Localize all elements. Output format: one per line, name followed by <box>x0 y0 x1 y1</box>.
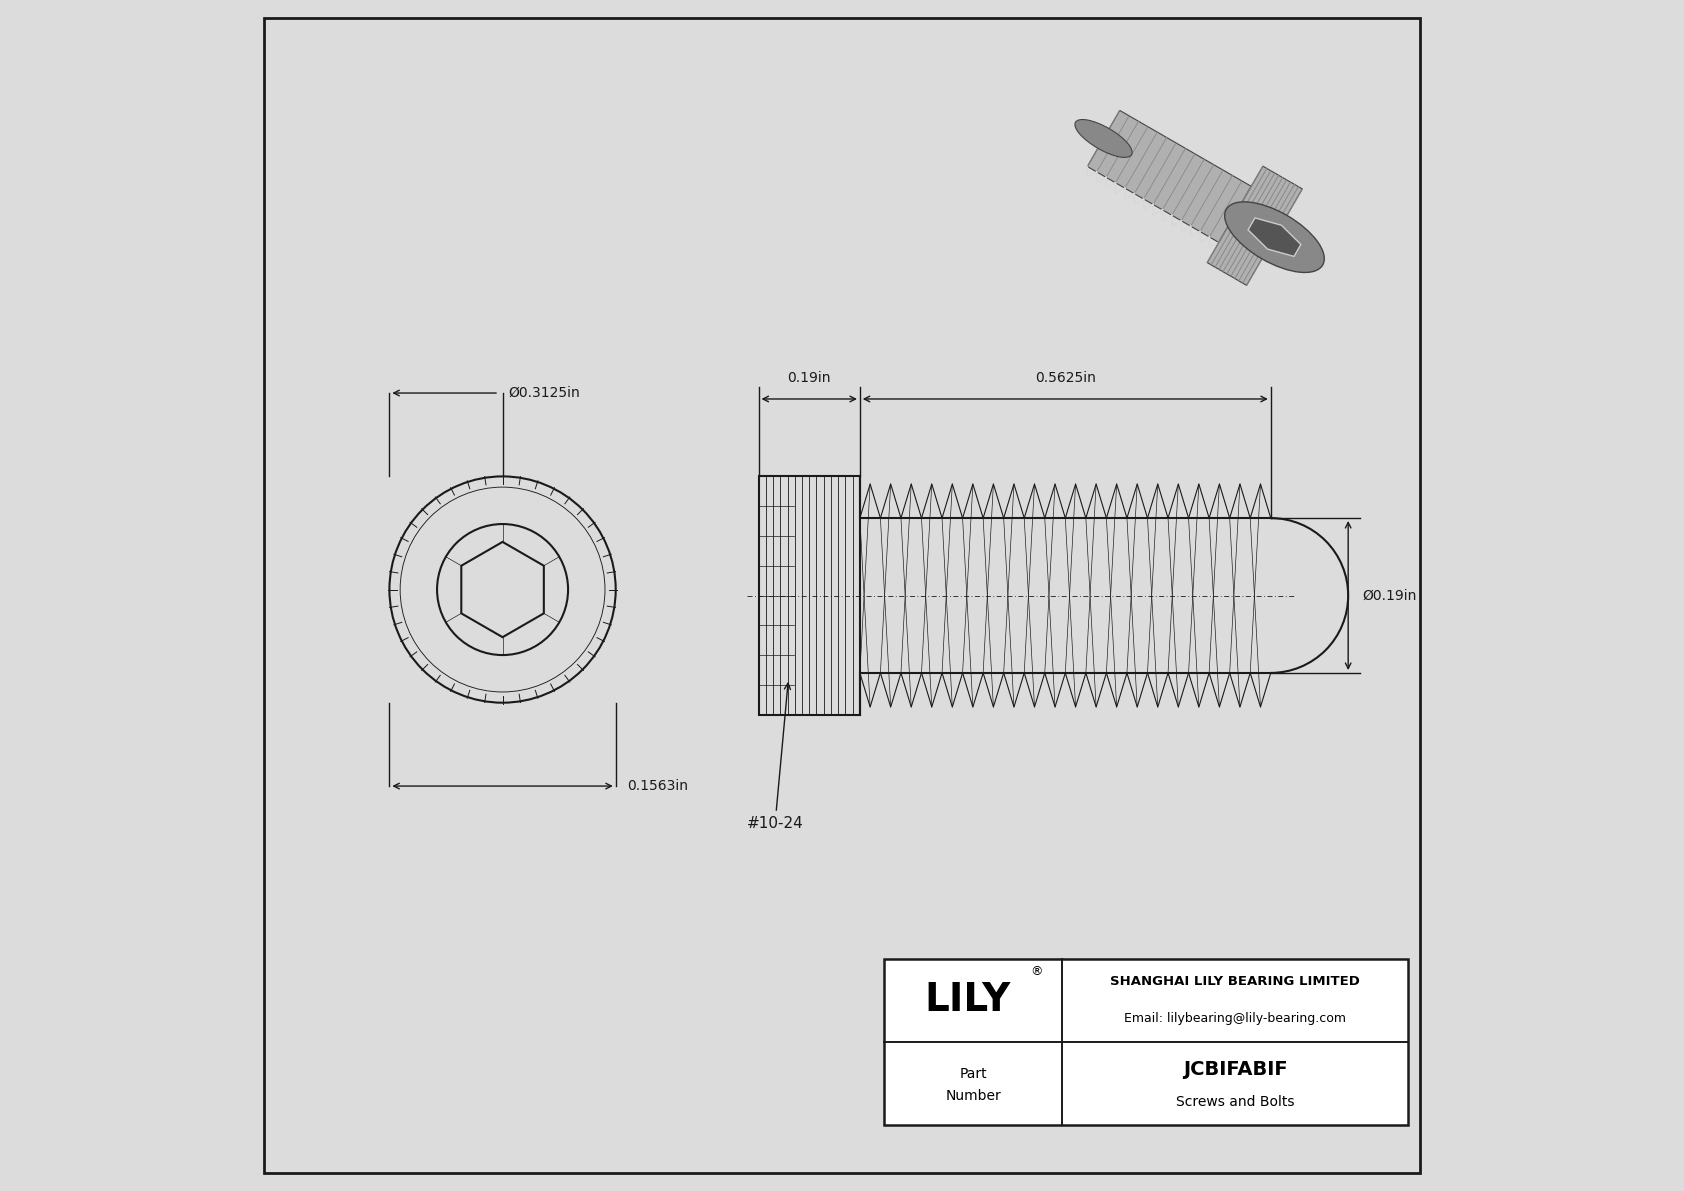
Text: #10-24: #10-24 <box>746 684 803 831</box>
Text: 0.5625in: 0.5625in <box>1036 370 1096 385</box>
Ellipse shape <box>1224 201 1324 273</box>
Text: LILY: LILY <box>925 981 1010 1019</box>
Polygon shape <box>1088 111 1251 243</box>
Text: Number: Number <box>945 1089 1000 1103</box>
Bar <box>758 476 861 715</box>
Bar <box>884 959 1408 1125</box>
Text: ®: ® <box>1031 966 1042 978</box>
Text: Email: lilybearing@lily-bearing.com: Email: lilybearing@lily-bearing.com <box>1123 1012 1346 1024</box>
Text: 0.1563in: 0.1563in <box>628 779 689 793</box>
Text: Screws and Bolts: Screws and Bolts <box>1175 1095 1295 1109</box>
Ellipse shape <box>1074 119 1132 157</box>
Text: Ø0.3125in: Ø0.3125in <box>509 386 581 400</box>
Text: Part: Part <box>960 1067 987 1081</box>
Text: JCBIFABIF: JCBIFABIF <box>1182 1060 1287 1079</box>
Polygon shape <box>1248 218 1302 256</box>
Polygon shape <box>1207 167 1302 286</box>
Text: 0.19in: 0.19in <box>788 370 830 385</box>
Text: SHANGHAI LILY BEARING LIMITED: SHANGHAI LILY BEARING LIMITED <box>1110 975 1361 987</box>
Text: Ø0.19in: Ø0.19in <box>1362 588 1416 603</box>
